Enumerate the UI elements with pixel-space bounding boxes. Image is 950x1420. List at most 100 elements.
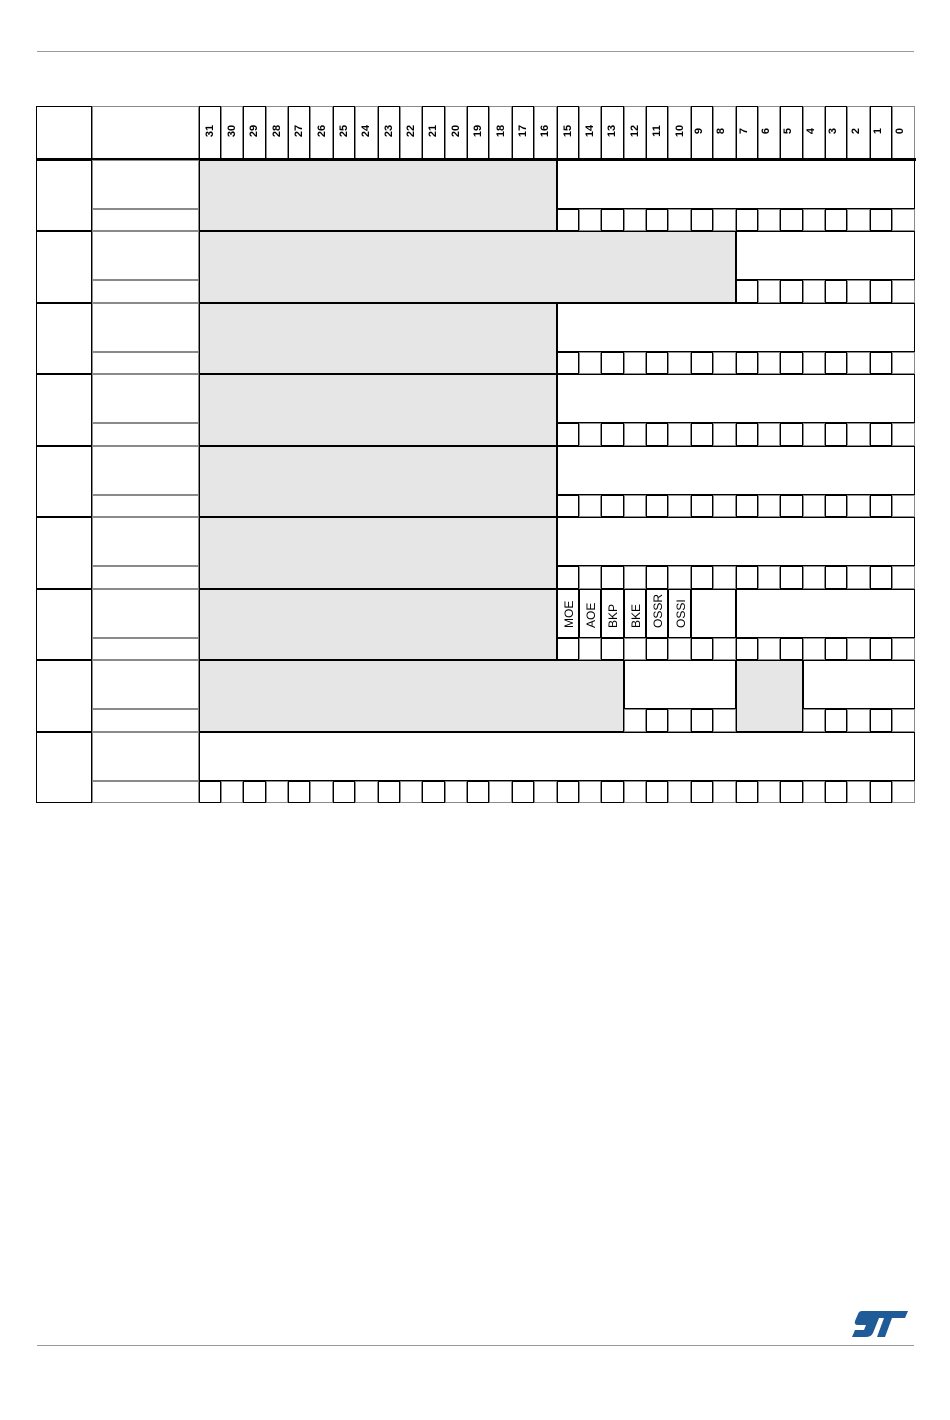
reset-bit-cell [690, 351, 714, 374]
header-bit-cell: 15 [556, 105, 579, 160]
reset-value-label-cell [91, 566, 199, 589]
reset-bit-cell [310, 780, 333, 803]
reset-bit-cell [780, 637, 803, 660]
reset-bit-cell [825, 208, 848, 231]
bit-number: 17 [517, 124, 530, 137]
header-bit-cell: 11 [646, 105, 669, 160]
reset-bit-cell [892, 637, 915, 660]
reset-bit-cell [869, 709, 893, 732]
reset-bit-cell [780, 351, 803, 374]
reset-bit-cell [713, 208, 736, 231]
reset-value-label-cell [91, 351, 199, 374]
reset-bit-cell [556, 208, 579, 231]
reset-bit-cell [757, 423, 781, 446]
bit-number: 30 [226, 124, 239, 137]
register-name-cell [91, 374, 199, 423]
reserved-cell [198, 517, 557, 589]
reset-bit-cell [623, 351, 646, 374]
header-bit-cell: 16 [534, 105, 557, 160]
header-bit-cell: 13 [601, 105, 624, 160]
reset-bit-cell [556, 780, 579, 803]
reset-bit-cell [847, 423, 870, 446]
reset-bit-cell [646, 423, 669, 446]
reset-bit-cell [623, 566, 646, 589]
field-cell [690, 588, 736, 638]
header-bit-cell: 22 [399, 105, 423, 160]
offset-cell [35, 588, 92, 660]
field-cell [556, 374, 915, 423]
reset-bit-cell [265, 780, 288, 803]
header-bit-cell: 29 [243, 105, 266, 160]
field-cell [735, 588, 915, 638]
reset-bit-cell [757, 637, 781, 660]
reset-bit-cell [757, 780, 781, 803]
reset-bit-cell [825, 637, 848, 660]
reset-bit-cell [668, 709, 691, 732]
header-bit-cell: 27 [288, 105, 311, 160]
reset-bit-cell [780, 280, 803, 303]
reset-bit-cell [556, 637, 579, 660]
field-cell [556, 159, 915, 209]
bit-number: 2 [849, 127, 862, 134]
reset-bit-cell [690, 423, 714, 446]
reset-bit-cell [713, 566, 736, 589]
reset-bit-cell [690, 208, 714, 231]
reset-bit-cell [802, 494, 825, 517]
reset-bit-cell [780, 494, 803, 517]
reset-bit-cell [601, 208, 624, 231]
header-bit-cell: 18 [489, 105, 512, 160]
header-bit-cell: 0 [892, 105, 915, 160]
reset-bit-cell [646, 566, 669, 589]
header-bit-cell: 12 [623, 105, 646, 160]
reset-bit-cell [892, 709, 915, 732]
reset-bit-cell [534, 780, 557, 803]
reset-bit-cell [623, 494, 646, 517]
reset-bit-cell [601, 780, 624, 803]
reset-bit-cell [847, 280, 870, 303]
field-cell [802, 660, 915, 709]
field-label-aoe: AOE [584, 602, 599, 628]
reset-bit-cell [601, 351, 624, 374]
bit-number: 27 [293, 124, 306, 137]
field-cell [198, 731, 915, 781]
reset-bit-cell [713, 423, 736, 446]
reset-bit-cell [802, 709, 825, 732]
field-label-moe: MOE [561, 600, 576, 628]
reset-bit-cell [332, 780, 356, 803]
reset-bit-cell [646, 208, 669, 231]
reset-bit-cell [690, 637, 714, 660]
header-bit-cell: 24 [355, 105, 378, 160]
reset-bit-cell [780, 423, 803, 446]
reset-bit-cell [869, 280, 893, 303]
field-cell: AOE [578, 588, 602, 638]
header-rule [37, 51, 914, 52]
st-logo [852, 1311, 908, 1337]
reset-bit-cell [802, 351, 825, 374]
reset-bit-cell [288, 780, 311, 803]
reset-bit-cell [757, 566, 781, 589]
bit-number: 29 [248, 124, 261, 137]
header-bit-cell: 2 [847, 105, 870, 160]
reset-bit-cell [869, 351, 893, 374]
reset-bit-cell [444, 780, 467, 803]
register-name-cell [91, 660, 199, 709]
reset-bit-cell [713, 780, 736, 803]
reset-bit-cell [802, 208, 825, 231]
reset-bit-cell [422, 780, 445, 803]
bit-number: 31 [203, 124, 216, 137]
reset-bit-cell [668, 566, 691, 589]
reset-bit-cell [690, 780, 714, 803]
footer-rule [37, 1345, 914, 1346]
reset-bit-cell [690, 709, 714, 732]
reset-bit-cell [646, 494, 669, 517]
header-bit-cell: 9 [690, 105, 714, 160]
reset-value-label-cell [91, 208, 199, 231]
bit-number: 11 [651, 124, 664, 137]
reset-bit-cell [668, 423, 691, 446]
reset-bit-cell [847, 637, 870, 660]
reset-bit-cell [869, 637, 893, 660]
reset-bit-cell [869, 780, 893, 803]
reset-bit-cell [825, 494, 848, 517]
reset-bit-cell [892, 208, 915, 231]
